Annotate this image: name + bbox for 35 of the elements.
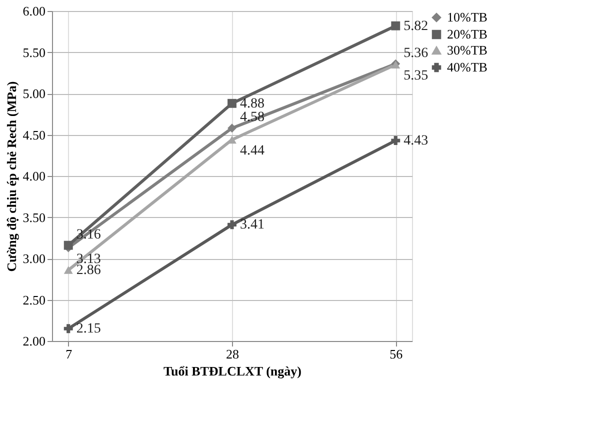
y-tick-label: 5.00 [22, 86, 46, 101]
point [64, 240, 73, 250]
point [64, 324, 73, 334]
point [391, 21, 400, 30]
data-label: 3.41 [240, 218, 264, 233]
y-tick-label: 5.50 [22, 44, 46, 60]
point [64, 266, 73, 274]
data-label: 4.43 [404, 134, 428, 149]
y-tick-label: 6.00 [22, 4, 46, 18]
point [228, 124, 236, 133]
legend-label: 10%TB [447, 10, 488, 24]
y-tick-label: 3.50 [22, 210, 46, 225]
x-tick-label: 7 [66, 346, 73, 362]
data-label: 2.86 [76, 263, 101, 278]
legend-label: 30%TB [447, 42, 488, 58]
point [391, 136, 400, 145]
x-axis-title: Tuổi BTĐLCLXT (ngày) [164, 364, 302, 378]
data-label: 4.44 [240, 144, 264, 159]
y-tick-label: 4.50 [22, 127, 46, 142]
legend-label: 40%TB [447, 60, 488, 74]
data-label: 4.88 [240, 96, 264, 112]
point [228, 98, 236, 108]
y-axis-title: Cường độ chịu ép chẻ Rech (MPa) [4, 81, 19, 272]
x-tick-label: 28 [226, 346, 239, 362]
y-tick-label: 3.00 [22, 251, 46, 266]
y-tick-label: 2.50 [22, 292, 46, 308]
data-label: 5.36 [404, 46, 428, 61]
data-label: 5.82 [404, 18, 428, 34]
data-label: 2.15 [76, 322, 101, 337]
x-tick-label: 56 [390, 346, 404, 362]
data-label: 5.35 [404, 68, 428, 84]
y-tick-label: 4.00 [22, 168, 46, 184]
legend-label: 20%TB [447, 26, 488, 42]
point [228, 220, 236, 230]
y-tick-label: 2.00 [22, 334, 46, 348]
